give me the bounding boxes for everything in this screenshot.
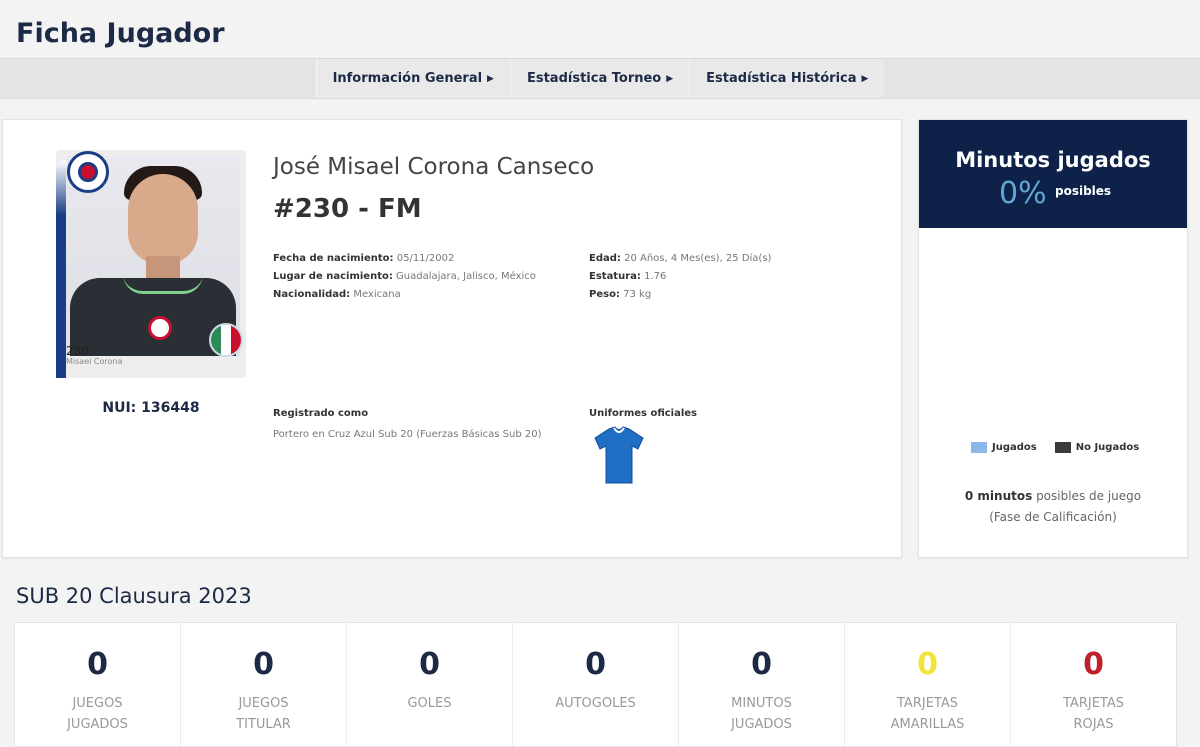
caret-right-icon: ▶ xyxy=(861,73,869,84)
stat-value: 0 xyxy=(1083,647,1104,682)
minutes-legend: Jugados No Jugados xyxy=(971,442,1157,453)
legend-played[interactable]: Jugados xyxy=(971,442,1037,453)
photo-name: Misael Corona xyxy=(66,357,123,366)
player-card: 230 Misael Corona NUI: 136448 José Misae… xyxy=(2,119,902,558)
caret-right-icon: ▶ xyxy=(666,73,674,84)
registered-text: Portero en Cruz Azul Sub 20 (Fuerzas Bás… xyxy=(273,429,542,440)
season-stats: 0 JUEGOS JUGADOS 0 JUEGOS TITULAR 0 GOLES … xyxy=(14,622,1177,747)
tab-estadistica-torneo[interactable]: Estadística Torneo ▶ xyxy=(509,59,690,98)
stat-minutos-jugados: 0 MINUTOS JUGADOS xyxy=(679,623,845,746)
minutes-percent-label: posibles xyxy=(1055,184,1112,198)
legend-swatch xyxy=(971,442,987,453)
possible-minutes: 0 minutos xyxy=(964,489,1033,503)
age-row: Edad: 20 Años, 4 Mes(es), 25 Día(s) xyxy=(589,253,772,264)
tab-informacion-general[interactable]: Información General ▶ xyxy=(315,59,510,98)
phase-label: (Fase de Calificación) xyxy=(989,510,1117,524)
minutes-header: Minutos jugados 0% posibles xyxy=(919,120,1187,228)
chest-crest-icon xyxy=(148,316,172,340)
season-title: SUB 20 Clausura 2023 xyxy=(16,584,252,608)
legend-swatch xyxy=(1054,442,1071,453)
minutes-card: Minutos jugados 0% posibles Jugados No J… xyxy=(918,119,1188,558)
birth-place-row: Lugar de nacimiento: Guadalajara, Jalisc… xyxy=(273,271,536,282)
nationality-row: Nacionalidad: Mexicana xyxy=(273,289,401,300)
stat-value: 0 xyxy=(253,647,274,682)
photo-stripe xyxy=(56,160,66,378)
stat-autogoles: 0 AUTOGOLES xyxy=(513,623,679,746)
stat-value: 0 xyxy=(751,647,772,682)
player-portrait xyxy=(66,156,240,356)
tab-label: Estadística Torneo xyxy=(526,71,662,86)
page-title: Ficha Jugador xyxy=(16,18,225,49)
shirt-icon[interactable] xyxy=(593,426,645,484)
info-right: Edad: 20 Años, 4 Mes(es), 25 Día(s) Esta… xyxy=(589,250,771,304)
tab-bar: Información General ▶ Estadística Torneo ▶… xyxy=(0,58,1200,99)
stat-tarjetas-rojas: 0 TARJETAS ROJAS xyxy=(1011,623,1176,746)
height-row: Estatura: 1.76 xyxy=(589,271,667,282)
stat-goles: 0 GOLES xyxy=(347,623,513,746)
tab-label: Estadística Histórica xyxy=(706,71,857,86)
legend-not-played[interactable]: No Jugados xyxy=(1054,442,1139,453)
stat-juegos-titular: 0 JUEGOS TITULAR xyxy=(181,623,347,746)
player-name: José Misael Corona Canseco xyxy=(273,154,595,180)
mexico-flag-icon xyxy=(209,323,243,357)
stat-juegos-jugados: 0 JUEGOS JUGADOS xyxy=(15,623,181,746)
minutes-percent: 0% xyxy=(999,176,1047,211)
player-photo: 230 Misael Corona xyxy=(56,150,246,378)
club-crest-icon xyxy=(67,151,109,193)
tab-label: Información General xyxy=(332,71,483,86)
stat-value: 0 xyxy=(419,647,440,682)
stat-value: 0 xyxy=(87,647,108,682)
info-left: Fecha de nacimiento: 05/11/2002 Lugar de… xyxy=(273,250,536,304)
minutes-title: Minutos jugados xyxy=(955,148,1151,172)
stat-value: 0 xyxy=(585,647,606,682)
player-number-position: #230 - FM xyxy=(273,194,422,224)
tab-estadistica-historica[interactable]: Estadística Histórica ▶ xyxy=(689,59,885,98)
photo-number: 230 xyxy=(66,344,89,358)
minutes-footer: 0 minutos posibles de juego (Fase de Cal… xyxy=(919,486,1187,528)
registered-label: Registrado como xyxy=(273,408,369,419)
weight-row: Peso: 73 kg xyxy=(589,289,652,300)
nui-label: NUI: 136448 xyxy=(102,400,200,416)
uniforms-label: Uniformes oficiales xyxy=(589,408,698,419)
stat-tarjetas-amarillas: 0 TARJETAS AMARILLAS xyxy=(845,623,1011,746)
stat-value: 0 xyxy=(917,647,938,682)
caret-right-icon: ▶ xyxy=(487,73,494,84)
birth-date-row: Fecha de nacimiento: 05/11/2002 xyxy=(273,253,455,264)
